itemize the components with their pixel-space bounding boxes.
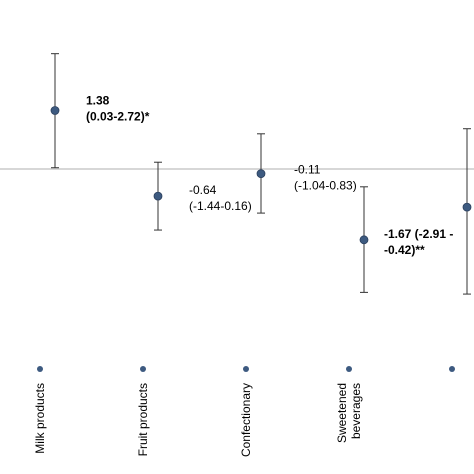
data-label: 1.38 (0.03-2.72)*	[86, 93, 150, 123]
category-marker	[346, 366, 352, 372]
category-tick-2: Fruit products	[136, 366, 150, 456]
estimate-group-1: 1.38 (0.03-2.72)*	[50, 53, 150, 169]
data-label: -0.11 (-1.04-0.83)	[294, 163, 357, 193]
data-label-line: (-1.44-0.16)	[189, 199, 252, 213]
category-label: Fruit products	[136, 383, 150, 456]
data-label-line: -0.42)**	[384, 243, 425, 257]
category-marker	[37, 366, 43, 372]
data-label-line: -0.11	[294, 163, 321, 177]
estimate-point	[462, 202, 472, 212]
category-marker	[243, 366, 249, 372]
category-label: beverages	[349, 383, 363, 439]
category-tick-1: Milk products	[33, 366, 47, 454]
category-marker	[449, 366, 455, 372]
category-axis: Milk products Fruit products Confectionary…	[33, 366, 455, 457]
category-label: Confectionary	[239, 383, 253, 457]
category-tick-5	[449, 366, 455, 372]
estimate-point	[359, 235, 369, 245]
data-marks: 1.38 (0.03-2.72)* -0.64 (-1.44-0.16) -0.11 (-…	[50, 53, 472, 295]
category-label: Milk products	[33, 383, 47, 454]
data-label-line: -0.64	[189, 183, 217, 197]
estimate-point	[256, 169, 266, 179]
estimate-group-2: -0.64 (-1.44-0.16)	[153, 161, 252, 231]
estimate-point	[153, 191, 163, 201]
data-label-line: (-1.04-0.83)	[294, 179, 357, 193]
estimate-group-3: -0.11 (-1.04-0.83)	[256, 133, 357, 214]
data-label-line: 1.38	[86, 93, 110, 107]
data-label-line: (0.03-2.72)*	[86, 109, 150, 123]
estimate-point	[50, 106, 60, 115]
estimate-group-5	[462, 128, 472, 295]
data-label-line: -1.67 (-2.91 -	[384, 227, 453, 241]
estimate-group-4: -1.67 (-2.91 - -0.42)**	[359, 186, 453, 293]
category-marker	[140, 366, 146, 372]
data-label: -1.67 (-2.91 - -0.42)**	[384, 227, 453, 257]
category-tick-4: Sweetened beverages	[335, 366, 363, 443]
category-label: Sweetened	[335, 383, 349, 443]
category-tick-3: Confectionary	[239, 366, 253, 457]
data-label: -0.64 (-1.44-0.16)	[189, 183, 252, 213]
